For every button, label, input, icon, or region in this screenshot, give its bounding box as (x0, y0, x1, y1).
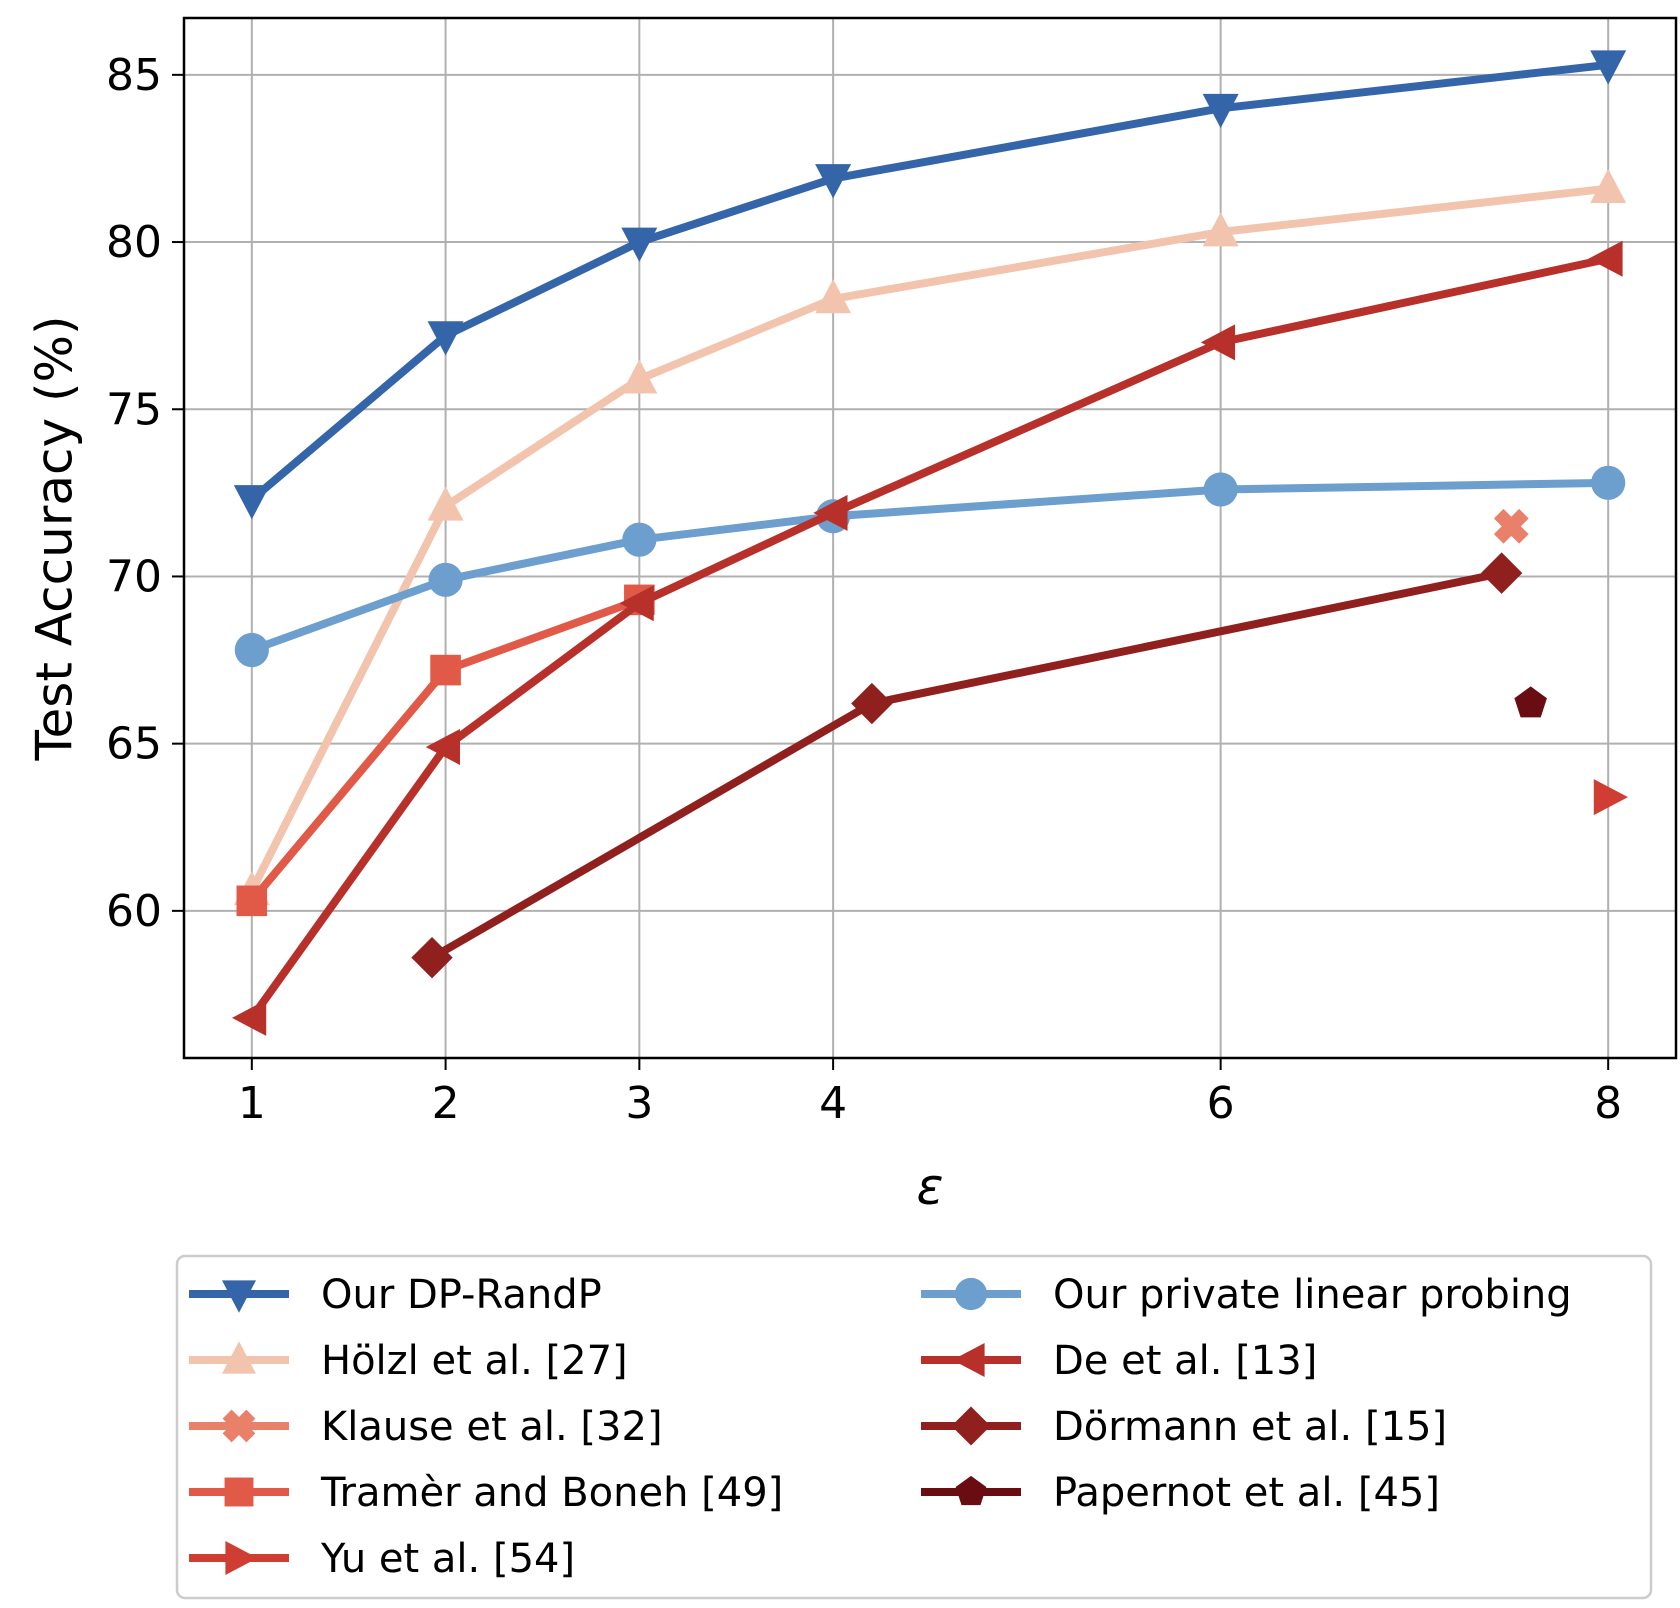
legend-entry-2-marker (222, 1409, 256, 1443)
series-6-point-2 (619, 585, 654, 622)
legend-entry-1-marker (222, 1341, 256, 1374)
x-tick-label-5: 8 (1594, 1078, 1622, 1129)
plot-frame (182, 16, 1678, 1060)
series-2-point-0-stroke-b (1493, 508, 1529, 544)
legend-entry-3-marker (224, 1477, 254, 1507)
legend-entry-6-label: De et al. [13] (1053, 1338, 1317, 1384)
series-0-point-3 (815, 164, 852, 199)
series-7 (411, 552, 1523, 979)
y-tick-label-5: 85 (106, 50, 162, 101)
ticks: 1 2 3 4 6 8 60 65 70 75 80 85 (106, 50, 1622, 1129)
series-1-point-5 (1590, 168, 1627, 203)
series-5-point-1 (428, 562, 463, 597)
y-tick-label-4: 80 (106, 217, 162, 268)
series-0-point-2 (621, 227, 658, 262)
legend-entry-4-marker (225, 1541, 258, 1575)
series-0-point-4 (1202, 93, 1239, 129)
legend-entry-0-marker (222, 1280, 256, 1313)
legend-entry-6: De et al. [13] (921, 1338, 1317, 1384)
series-1-point-3 (815, 279, 852, 314)
series-6-point-3 (813, 494, 848, 531)
legend-entry-4: Yu et al. [54] (189, 1536, 575, 1582)
legend: Our DP-RandP Hölzl et al. [27] Klause et a… (175, 1254, 1653, 1600)
legend-entry-0: Our DP-RandP (189, 1272, 602, 1318)
series-3-point-0 (236, 885, 268, 917)
series-0-point-0 (233, 485, 270, 520)
legend-entry-8-marker (955, 1475, 987, 1506)
grid (184, 18, 1676, 1058)
y-tick-label-0: 60 (106, 886, 162, 937)
legend-entry-5: Our private linear probing (921, 1272, 1572, 1318)
legend-entry-1-label: Hölzl et al. [27] (321, 1338, 628, 1384)
legend-entry-7-marker (951, 1406, 991, 1446)
y-tick-label-2: 70 (106, 551, 162, 602)
series-7-line (430, 569, 1503, 962)
series-5-point-4 (1203, 472, 1238, 507)
legend-entry-8: Papernot et al. [45] (921, 1470, 1440, 1516)
x-tick-label-3: 4 (819, 1078, 847, 1129)
legend-entry-2: Klause et al. [32] (189, 1404, 663, 1450)
x-tick-label-4: 6 (1207, 1078, 1235, 1129)
series-6-point-4 (1200, 324, 1236, 361)
series-1-point-2 (621, 359, 658, 394)
y-tick-label-3: 75 (106, 384, 162, 435)
y-tick-label-1: 65 (106, 719, 162, 770)
series-1-point-4 (1202, 212, 1239, 247)
legend-entry-6-marker (952, 1343, 985, 1377)
series-6-point-1 (425, 729, 460, 766)
series-7-point-0 (411, 936, 453, 979)
series-5-point-5 (1591, 465, 1626, 500)
x-tick-label-2: 3 (625, 1078, 653, 1129)
series-5-line (250, 478, 1609, 654)
series-6-point-0 (232, 999, 267, 1036)
x-tick-label-0: 1 (238, 1078, 266, 1129)
series-4 (1593, 779, 1628, 816)
series-2 (1493, 508, 1529, 544)
series-1-line (248, 184, 1609, 893)
legend-box (175, 1254, 1653, 1600)
series-0-point-5 (1590, 50, 1627, 85)
series-2-point-0 (1493, 508, 1529, 544)
series-5-point-2 (622, 522, 657, 557)
series-5-point-0 (234, 632, 269, 668)
series-6 (232, 240, 1623, 1036)
series-6-line (248, 254, 1610, 1021)
series-4-point-0 (1593, 779, 1628, 816)
series-7-point-1 (851, 682, 893, 725)
series-8-point-0 (1514, 686, 1547, 718)
x-tick-label-1: 2 (432, 1078, 460, 1129)
legend-entry-5-label: Our private linear probing (1053, 1272, 1572, 1318)
legend-entry-3-label: Tramèr and Boneh [49] (320, 1470, 783, 1516)
series-layer (232, 50, 1628, 1036)
x-axis-label: ε (916, 1158, 943, 1216)
legend-entry-1: Hölzl et al. [27] (189, 1338, 628, 1384)
series-1 (233, 168, 1627, 906)
series-1-point-1 (427, 486, 464, 521)
legend-entry-3: Tramèr and Boneh [49] (189, 1470, 783, 1516)
legend-entry-2-label: Klause et al. [32] (321, 1404, 663, 1450)
series-7-point-2 (1480, 552, 1523, 594)
series-3-point-1 (430, 654, 461, 686)
y-axis-label: Test Accuracy (%) (26, 315, 84, 761)
series-6-point-5 (1588, 240, 1623, 277)
legend-entry-0-label: Our DP-RandP (321, 1272, 602, 1318)
series-0-point-1 (427, 321, 464, 356)
series-8 (1514, 686, 1547, 718)
series-0 (233, 50, 1627, 520)
legend-entry-2-marker-stroke-b (222, 1409, 256, 1443)
legend-entry-7-label: Dörmann et al. [15] (1053, 1404, 1447, 1450)
legend-entry-4-label: Yu et al. [54] (320, 1536, 575, 1582)
legend-entry-7: Dörmann et al. [15] (921, 1404, 1447, 1450)
legend-entry-8-label: Papernot et al. [45] (1053, 1470, 1440, 1516)
legend-entry-5-marker (954, 1277, 988, 1311)
series-0-line (249, 60, 1609, 503)
